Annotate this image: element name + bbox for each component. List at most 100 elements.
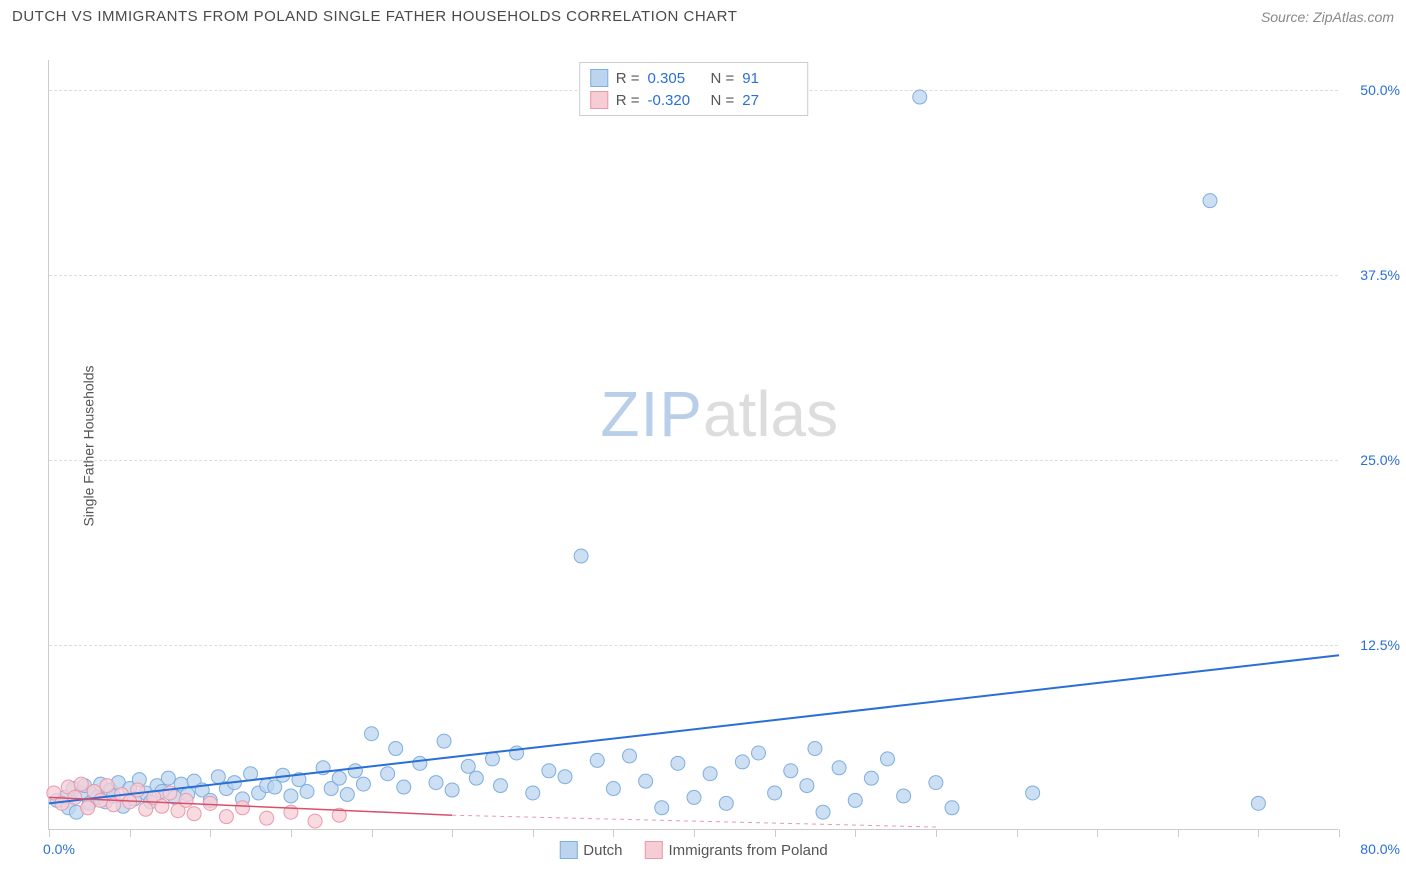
data-point (864, 771, 878, 785)
y-tick-label: 25.0% (1360, 452, 1400, 468)
data-point (913, 90, 927, 104)
data-point (356, 777, 370, 791)
data-point (558, 770, 572, 784)
data-point (300, 785, 314, 799)
data-point (945, 801, 959, 815)
stats-legend: R = 0.305 N = 91 R = -0.320 N = 27 (579, 62, 809, 116)
swatch-dutch-icon (590, 69, 608, 87)
data-point (340, 787, 354, 801)
data-point (800, 779, 814, 793)
data-point (719, 796, 733, 810)
x-tick (1258, 829, 1259, 837)
x-tick (210, 829, 211, 837)
x-tick (775, 829, 776, 837)
data-point (469, 771, 483, 785)
chart-title: DUTCH VS IMMIGRANTS FROM POLAND SINGLE F… (12, 8, 737, 25)
data-point (81, 801, 95, 815)
data-point (784, 764, 798, 778)
data-point (929, 776, 943, 790)
data-point (161, 771, 175, 785)
x-tick (372, 829, 373, 837)
stats-row-dutch: R = 0.305 N = 91 (590, 67, 798, 89)
r-value-dutch: 0.305 (648, 70, 703, 87)
data-point (494, 779, 508, 793)
data-point (397, 780, 411, 794)
data-point (1203, 194, 1217, 208)
data-point (623, 749, 637, 763)
data-point (429, 776, 443, 790)
data-point (671, 756, 685, 770)
data-point (131, 783, 145, 797)
chart-area: ZIPatlas R = 0.305 N = 91 R = -0.320 N =… (48, 60, 1338, 830)
y-tick-label: 12.5% (1360, 637, 1400, 653)
r-label: R = (616, 70, 640, 87)
data-point (155, 799, 169, 813)
data-point (268, 780, 282, 794)
data-point (485, 752, 499, 766)
x-min-label: 0.0% (43, 841, 75, 857)
legend-label-poland: Immigrants from Poland (668, 842, 827, 859)
plot-svg (49, 60, 1338, 829)
n-label: N = (711, 70, 735, 87)
data-point (413, 756, 427, 770)
data-point (219, 810, 233, 824)
data-point (687, 790, 701, 804)
data-point (542, 764, 556, 778)
data-point (526, 786, 540, 800)
data-point (590, 753, 604, 767)
legend-label-dutch: Dutch (583, 842, 622, 859)
x-tick (130, 829, 131, 837)
data-point (832, 761, 846, 775)
data-point (445, 783, 459, 797)
legend-item-dutch: Dutch (559, 841, 622, 859)
x-tick (291, 829, 292, 837)
data-point (332, 771, 346, 785)
source-attribution: Source: ZipAtlas.com (1261, 9, 1394, 25)
data-point (389, 742, 403, 756)
data-point (100, 779, 114, 793)
data-point (735, 755, 749, 769)
data-point (703, 767, 717, 781)
data-point (574, 549, 588, 563)
x-tick (855, 829, 856, 837)
n-value-dutch: 91 (742, 70, 797, 87)
n-value-poland: 27 (742, 92, 797, 109)
data-point (848, 793, 862, 807)
x-tick (49, 829, 50, 837)
legend-swatch-dutch-icon (559, 841, 577, 859)
trend-line-extension (452, 815, 936, 827)
x-max-label: 80.0% (1360, 841, 1400, 857)
data-point (284, 789, 298, 803)
data-point (381, 767, 395, 781)
data-point (244, 767, 258, 781)
data-point (365, 727, 379, 741)
x-tick (613, 829, 614, 837)
x-tick (1178, 829, 1179, 837)
data-point (203, 796, 217, 810)
legend-item-poland: Immigrants from Poland (644, 841, 827, 859)
data-point (461, 759, 475, 773)
legend-swatch-poland-icon (644, 841, 662, 859)
x-tick (1339, 829, 1340, 837)
data-point (1251, 796, 1265, 810)
data-point (437, 734, 451, 748)
data-point (816, 805, 830, 819)
data-point (236, 801, 250, 815)
swatch-poland-icon (590, 91, 608, 109)
y-tick-label: 37.5% (1360, 267, 1400, 283)
y-tick-label: 50.0% (1360, 82, 1400, 98)
data-point (260, 811, 274, 825)
data-point (179, 793, 193, 807)
data-point (768, 786, 782, 800)
data-point (74, 777, 88, 791)
data-point (752, 746, 766, 760)
data-point (606, 782, 620, 796)
data-point (139, 802, 153, 816)
series-legend: Dutch Immigrants from Poland (559, 841, 827, 859)
x-tick (452, 829, 453, 837)
data-point (187, 807, 201, 821)
r-label: R = (616, 92, 640, 109)
data-point (897, 789, 911, 803)
data-point (655, 801, 669, 815)
x-tick (533, 829, 534, 837)
